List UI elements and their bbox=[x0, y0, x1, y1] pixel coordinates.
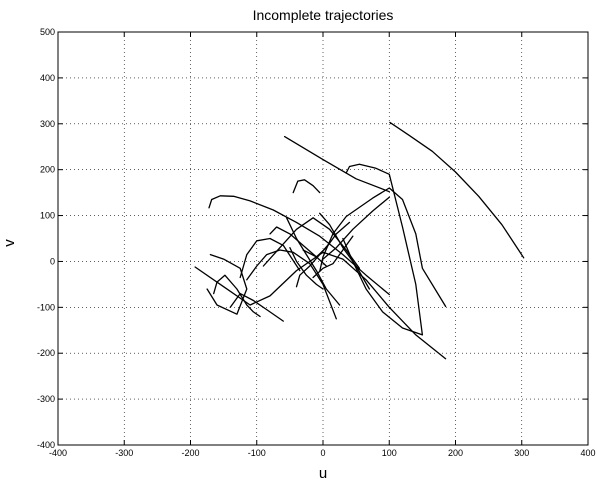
trajectory-line-8 bbox=[213, 274, 261, 318]
trajectory-line-18 bbox=[295, 242, 331, 288]
y-tick-label: -100 bbox=[37, 302, 55, 312]
x-tick-label: -100 bbox=[248, 448, 266, 458]
chart-title: Incomplete trajectories bbox=[253, 7, 394, 23]
trajectory-line-6 bbox=[194, 251, 447, 360]
grid bbox=[58, 32, 588, 445]
x-tick-label: -400 bbox=[49, 448, 67, 458]
y-tick-label: 400 bbox=[40, 73, 55, 83]
x-tick-label: -200 bbox=[181, 448, 199, 458]
trajectory-line-5 bbox=[342, 163, 424, 336]
y-tick-label: -400 bbox=[37, 440, 55, 450]
trajectory-line-3 bbox=[208, 195, 390, 296]
trajectory-line-14 bbox=[285, 217, 341, 306]
trajectory-line-17 bbox=[319, 212, 371, 290]
trajectory-line-1 bbox=[389, 121, 525, 259]
series-layer bbox=[194, 121, 525, 360]
trajectory-line-10 bbox=[206, 253, 248, 315]
x-tick-label: -300 bbox=[115, 448, 133, 458]
x-tick-label: 400 bbox=[580, 448, 595, 458]
y-tick-label: 200 bbox=[40, 165, 55, 175]
ticks: -400 -300 -200 -100 0 100 200 300 400 -400 -300 -20… bbox=[37, 27, 596, 458]
trajectory-line-2 bbox=[283, 135, 390, 193]
x-tick-label: 300 bbox=[514, 448, 529, 458]
x-tick-label: 0 bbox=[320, 448, 325, 458]
trajectory-line-9 bbox=[229, 292, 284, 322]
trajectory-line-20 bbox=[262, 217, 361, 269]
y-tick-label: -200 bbox=[37, 348, 55, 358]
trajectory-line-19 bbox=[289, 247, 324, 290]
trajectory-line-7 bbox=[292, 179, 321, 194]
y-axis-label: v bbox=[1, 239, 18, 247]
trajectory-line-21 bbox=[322, 196, 390, 260]
y-tick-label: -300 bbox=[37, 394, 55, 404]
trajectory-line-16 bbox=[312, 235, 354, 279]
y-tick-label: 0 bbox=[50, 256, 55, 266]
x-axis-label: u bbox=[319, 465, 327, 482]
x-tick-label: 100 bbox=[382, 448, 397, 458]
y-tick-label: 500 bbox=[40, 27, 55, 37]
trajectory-line-12 bbox=[239, 237, 301, 279]
x-tick-label: 200 bbox=[448, 448, 463, 458]
y-tick-label: 300 bbox=[40, 119, 55, 129]
y-tick-label: 100 bbox=[40, 211, 55, 221]
